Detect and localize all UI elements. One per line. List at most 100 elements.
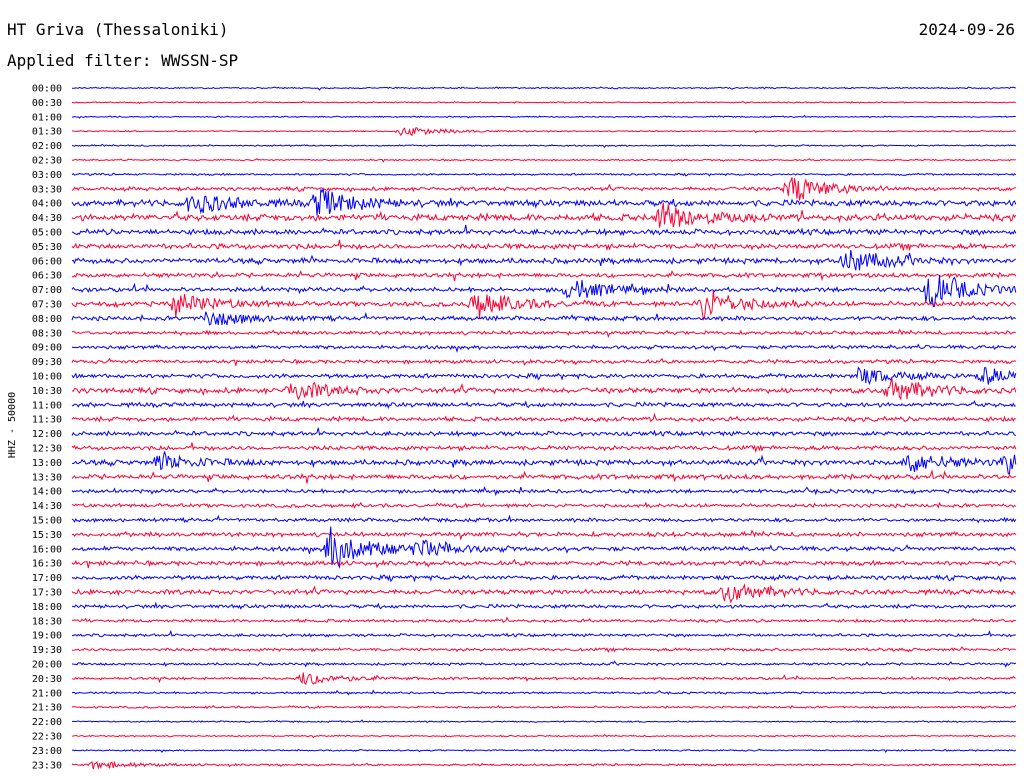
time-tick-label: 18:00 <box>32 602 62 613</box>
trace-row <box>71 427 1016 438</box>
time-tick-label: 17:30 <box>32 588 62 599</box>
trace-row <box>71 187 1017 216</box>
trace-row <box>71 629 1016 638</box>
trace-row <box>71 399 1016 409</box>
date-label: 2024-09-26 <box>918 20 1015 39</box>
trace-row <box>71 86 1016 91</box>
trace-row <box>71 343 1017 354</box>
time-tick-label: 14:00 <box>32 487 62 498</box>
trace-row <box>71 311 1017 326</box>
time-tick-label: 08:00 <box>32 314 62 325</box>
trace-row <box>71 748 1017 753</box>
time-tick-label: 22:00 <box>32 717 62 728</box>
time-tick-label: 01:30 <box>32 127 62 138</box>
trace-row <box>71 616 1016 624</box>
time-tick-label: 06:00 <box>32 256 62 267</box>
time-tick-label: 10:30 <box>32 386 62 397</box>
time-tick-label: 13:30 <box>32 472 62 483</box>
time-tick-label: 20:00 <box>32 660 62 671</box>
time-tick-label: 06:30 <box>32 271 62 282</box>
trace-row <box>71 486 1017 497</box>
time-tick-label: 04:00 <box>32 199 62 210</box>
trace-row <box>71 158 1016 163</box>
trace-row <box>71 672 1016 686</box>
time-tick-label: 15:30 <box>32 530 62 541</box>
time-tick-label: 11:00 <box>32 400 62 411</box>
time-tick-label: 12:30 <box>32 444 62 455</box>
trace-row <box>71 660 1017 668</box>
time-tick-label: 05:00 <box>32 228 62 239</box>
trace-row <box>71 526 1016 569</box>
time-tick-label: 00:00 <box>32 84 62 95</box>
trace-row <box>71 328 1017 339</box>
time-tick-label: 23:00 <box>32 746 62 757</box>
time-tick-label: 20:30 <box>32 674 62 685</box>
trace-row <box>71 114 1016 119</box>
filter-label: Applied filter: WWSSN-SP <box>7 51 239 70</box>
time-tick-label: 11:30 <box>32 415 62 426</box>
trace-row <box>71 143 1017 149</box>
trace-row <box>71 412 1016 423</box>
trace-row <box>71 357 1017 366</box>
trace-row <box>71 366 1017 386</box>
time-tick-label: 12:00 <box>32 429 62 440</box>
trace-row <box>71 249 1017 271</box>
seismogram-traces <box>71 86 1017 770</box>
time-tick-label: 22:30 <box>32 732 62 743</box>
time-tick-label: 08:30 <box>32 328 62 339</box>
time-tick-label: 23:30 <box>32 760 62 771</box>
trace-row <box>71 274 1017 308</box>
trace-row <box>71 378 1017 401</box>
time-tick-label: 18:30 <box>32 616 62 627</box>
trace-row <box>71 514 1017 524</box>
time-tick-label: 13:00 <box>32 458 62 469</box>
time-tick-label: 00:30 <box>32 98 62 109</box>
trace-row <box>71 127 1017 137</box>
time-tick-label: 03:00 <box>32 170 62 181</box>
trace-row <box>71 239 1016 252</box>
time-tick-label: 15:00 <box>32 516 62 527</box>
trace-row <box>71 224 1017 237</box>
time-tick-label: 04:30 <box>32 213 62 224</box>
trace-row <box>71 269 1017 282</box>
time-tick-label: 05:30 <box>32 242 62 253</box>
time-tick-label: 21:30 <box>32 703 62 714</box>
time-tick-label: 16:00 <box>32 544 62 555</box>
time-tick-label: 07:30 <box>32 300 62 311</box>
station-title: HT Griva (Thessaloniki) <box>7 20 229 39</box>
time-tick-label: 19:00 <box>32 631 62 642</box>
trace-row <box>71 734 1016 739</box>
time-tick-label: 10:00 <box>32 372 62 383</box>
y-axis-label: HHZ - 50000 <box>7 392 18 458</box>
time-tick-label: 21:00 <box>32 688 62 699</box>
trace-row <box>71 601 1017 610</box>
trace-row <box>71 501 1017 509</box>
trace-row <box>71 529 1017 541</box>
trace-row <box>71 583 1016 604</box>
time-tick-label: 09:00 <box>32 343 62 354</box>
trace-row <box>71 100 1016 105</box>
time-tick-label: 03:30 <box>32 184 62 195</box>
time-tick-label: 02:00 <box>32 141 62 152</box>
time-tick-label: 09:30 <box>32 357 62 368</box>
trace-row <box>71 442 1017 454</box>
time-tick-label: 02:30 <box>32 156 62 167</box>
trace-row <box>71 469 1017 484</box>
trace-row <box>71 558 1017 569</box>
time-tick-label: 01:00 <box>32 112 62 123</box>
trace-row <box>71 704 1017 710</box>
trace-row <box>71 290 1017 321</box>
trace-row <box>71 172 1017 177</box>
time-tick-label: 16:30 <box>32 559 62 570</box>
time-tick-label: 07:00 <box>32 285 62 296</box>
time-tick-label: 17:00 <box>32 573 62 584</box>
time-tick-labels: 00:00 00:30 01:00 01:30 02:00 02:30 03:00 03:30… <box>32 84 62 772</box>
trace-row <box>71 689 1017 696</box>
trace-row <box>71 202 1017 228</box>
time-tick-label: 14:30 <box>32 501 62 512</box>
trace-row <box>71 760 1016 770</box>
trace-row <box>71 177 1016 201</box>
trace-row <box>71 719 1016 724</box>
time-tick-label: 19:30 <box>32 645 62 656</box>
